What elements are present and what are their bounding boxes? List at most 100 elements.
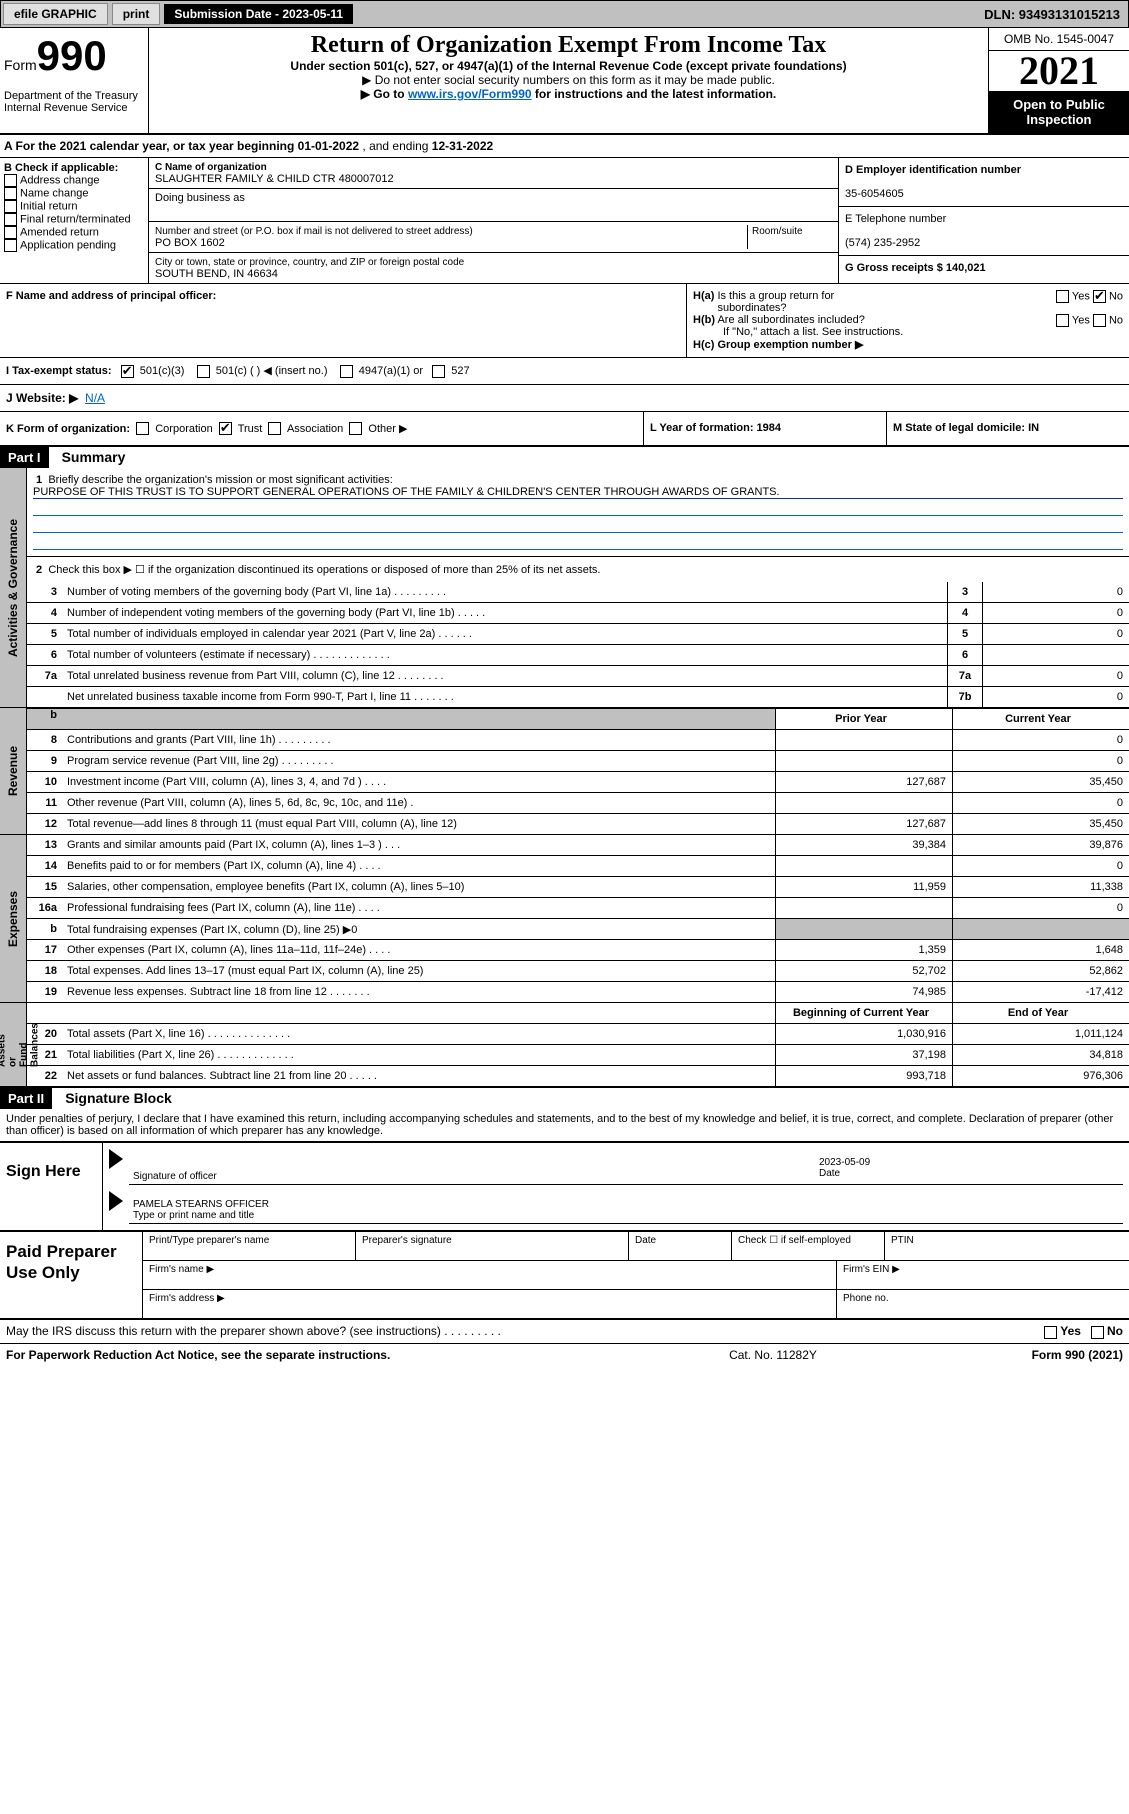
checkbox-ha-yes[interactable]: [1056, 290, 1069, 303]
checkbox-501c3[interactable]: [121, 365, 134, 378]
prior-value: 74,985: [775, 982, 952, 1002]
checkbox-final-return[interactable]: [4, 213, 17, 226]
prior-value: [775, 751, 952, 771]
section-fh: F Name and address of principal officer:…: [0, 284, 1129, 358]
prior-value: 1,359: [775, 940, 952, 960]
row-desc: Number of independent voting members of …: [63, 605, 947, 621]
prior-value: [775, 730, 952, 750]
address-label: Number and street (or P.O. box if mail i…: [155, 226, 473, 237]
principal-officer-label: F Name and address of principal officer:: [6, 290, 216, 302]
checkbox-other[interactable]: [349, 422, 362, 435]
rev-row: 9 Program service revenue (Part VIII, li…: [27, 751, 1129, 772]
row-num: 9: [27, 755, 63, 767]
rev-row: 11 Other revenue (Part VIII, column (A),…: [27, 793, 1129, 814]
checkbox-discuss-yes[interactable]: [1044, 1326, 1057, 1339]
form-number-box: Form990 Department of the Treasury Inter…: [0, 28, 149, 133]
part1-title: Summary: [52, 449, 126, 465]
checkbox-assoc[interactable]: [268, 422, 281, 435]
row-klm: K Form of organization: Corporation Trus…: [0, 412, 1129, 448]
revenue-section: Revenue b Prior Year Current Year 8 Cont…: [0, 708, 1129, 835]
row-desc: Total fundraising expenses (Part IX, col…: [63, 921, 775, 938]
row-desc: Benefits paid to or for members (Part IX…: [63, 858, 775, 874]
sig-officer-label: Signature of officer: [133, 1171, 217, 1182]
checkbox-4947[interactable]: [340, 365, 353, 378]
row-desc: Salaries, other compensation, employee b…: [63, 879, 775, 895]
print-button[interactable]: print: [112, 3, 161, 25]
city-label: City or town, state or province, country…: [155, 257, 464, 268]
discuss-row: May the IRS discuss this return with the…: [0, 1320, 1129, 1342]
declaration-text: Under penalties of perjury, I declare th…: [0, 1109, 1129, 1141]
officer-name-label: Type or print name and title: [133, 1210, 254, 1221]
row-num: 22: [27, 1070, 63, 1082]
checkbox-discuss-no[interactable]: [1091, 1326, 1104, 1339]
checkbox-address-change[interactable]: [4, 174, 17, 187]
efile-button[interactable]: efile GRAPHIC: [3, 3, 108, 25]
checkbox-app-pending[interactable]: [4, 239, 17, 252]
checkbox-hb-yes[interactable]: [1056, 314, 1069, 327]
city-value: SOUTH BEND, IN 46634: [155, 268, 278, 280]
rev-row: 12 Total revenue—add lines 8 through 11 …: [27, 814, 1129, 834]
prior-value: 127,687: [775, 772, 952, 792]
row-value: 0: [982, 687, 1129, 707]
prior-value: 1,030,916: [775, 1024, 952, 1044]
exp-row: 19 Revenue less expenses. Subtract line …: [27, 982, 1129, 1002]
checkbox-ha-no[interactable]: [1093, 290, 1106, 303]
net-row: 20 Total assets (Part X, line 16) . . . …: [27, 1024, 1129, 1045]
form-ref: Form 990 (2021): [923, 1348, 1123, 1362]
part1-header-row: Part I Summary: [0, 447, 1129, 468]
firm-ein-label: Firm's EIN ▶: [837, 1261, 1129, 1289]
row-box-num: 7b: [947, 687, 982, 707]
row-value: 0: [982, 666, 1129, 686]
dba-label: Doing business as: [155, 192, 245, 204]
mission-text: PURPOSE OF THIS TRUST IS TO SUPPORT GENE…: [33, 486, 1123, 499]
rev-row: 10 Investment income (Part VIII, column …: [27, 772, 1129, 793]
form-note1: ▶ Do not enter social security numbers o…: [157, 73, 980, 87]
row-desc: Total unrelated business revenue from Pa…: [63, 668, 947, 684]
row-j: J Website: ▶ N/A: [0, 385, 1129, 412]
checkbox-hb-no[interactable]: [1093, 314, 1106, 327]
row-value: 0: [982, 624, 1129, 644]
state-domicile: M State of legal domicile: IN: [893, 422, 1039, 434]
row-num: 19: [27, 986, 63, 998]
checkbox-527[interactable]: [432, 365, 445, 378]
org-name: SLAUGHTER FAMILY & CHILD CTR 480007012: [155, 173, 394, 185]
curr-value: 0: [952, 856, 1129, 876]
blank-line: [33, 501, 1123, 516]
department-label: Department of the Treasury Internal Reve…: [4, 90, 144, 114]
form-title: Return of Organization Exempt From Incom…: [157, 32, 980, 59]
prior-value: 52,702: [775, 961, 952, 981]
part2-badge: Part II: [0, 1088, 52, 1109]
website-value[interactable]: N/A: [85, 391, 105, 405]
gross-receipts-label: G Gross receipts $: [845, 262, 943, 274]
row-desc: Number of voting members of the governin…: [63, 584, 947, 600]
exp-row: 16a Professional fundraising fees (Part …: [27, 898, 1129, 919]
checkbox-name-change[interactable]: [4, 187, 17, 200]
row-desc: Revenue less expenses. Subtract line 18 …: [63, 984, 775, 1000]
form-header: Form990 Department of the Treasury Inter…: [0, 28, 1129, 135]
mission-label: Briefly describe the organization's miss…: [48, 474, 392, 486]
row-desc: Total number of individuals employed in …: [63, 626, 947, 642]
curr-value: 0: [952, 751, 1129, 771]
row-box-num: 5: [947, 624, 982, 644]
exp-row: 13 Grants and similar amounts paid (Part…: [27, 835, 1129, 856]
checkbox-trust[interactable]: [219, 422, 232, 435]
firm-address-label: Firm's address ▶: [143, 1290, 837, 1318]
section-def: D Employer identification number 35-6054…: [839, 158, 1129, 283]
row-num: 7a: [27, 670, 63, 682]
part2-header-row: Part II Signature Block: [0, 1088, 1129, 1109]
checkbox-501c[interactable]: [197, 365, 210, 378]
firm-phone-label: Phone no.: [837, 1290, 1129, 1318]
curr-value: 39,876: [952, 835, 1129, 855]
checkbox-amended[interactable]: [4, 226, 17, 239]
form-note2: ▶ Go to www.irs.gov/Form990 for instruct…: [157, 87, 980, 101]
form-subtitle: Under section 501(c), 527, or 4947(a)(1)…: [157, 59, 980, 73]
checkbox-corp[interactable]: [136, 422, 149, 435]
form-org-label: K Form of organization:: [6, 423, 130, 435]
checkbox-initial-return[interactable]: [4, 200, 17, 213]
website-label: J Website: ▶: [6, 391, 78, 405]
gov-row: 6 Total number of volunteers (estimate i…: [27, 645, 1129, 666]
paid-preparer-block: Paid Preparer Use Only Print/Type prepar…: [0, 1232, 1129, 1320]
net-row: 21 Total liabilities (Part X, line 26) .…: [27, 1045, 1129, 1066]
irs-link[interactable]: www.irs.gov/Form990: [408, 87, 532, 101]
end-year-header: End of Year: [952, 1003, 1129, 1023]
